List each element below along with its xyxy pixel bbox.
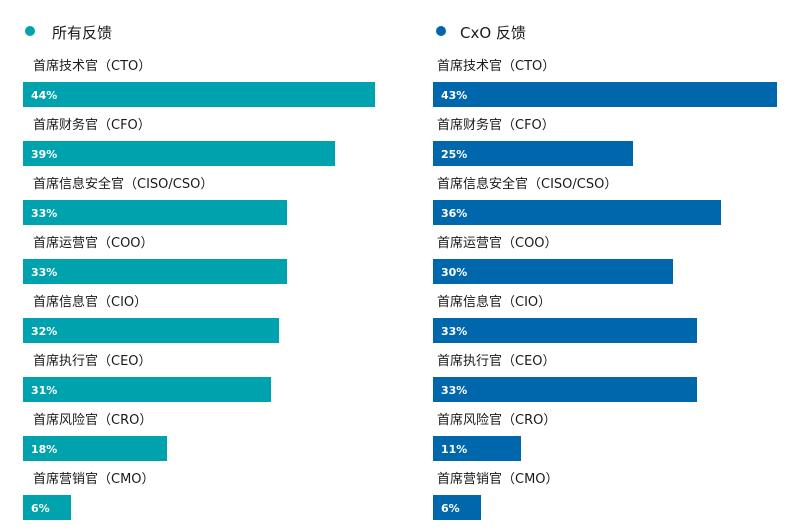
left-bar-value-label: 33% — [31, 207, 57, 220]
right-category-label: 首席执行官（CEO） — [437, 353, 556, 369]
right-bar — [433, 200, 721, 225]
right-category-label: 首席信息安全官（CISO/CSO） — [437, 176, 617, 192]
left-bar-value-label: 18% — [31, 443, 57, 456]
left-chart-title: 所有反馈 — [52, 24, 112, 42]
left-category-label: 首席营销官（CMO） — [33, 471, 155, 487]
left-bar-value-label: 44% — [31, 89, 57, 102]
right-bar-value-label: 36% — [441, 207, 467, 220]
left-bar — [23, 200, 287, 225]
right-bar — [433, 318, 697, 343]
left-bar — [23, 82, 375, 107]
right-chart-title: CxO 反馈 — [460, 24, 526, 42]
left-bar-value-label: 6% — [31, 502, 50, 515]
left-legend-dot — [25, 26, 35, 36]
left-category-label: 首席信息安全官（CISO/CSO） — [33, 176, 213, 192]
left-bar-value-label: 32% — [31, 325, 57, 338]
left-category-label: 首席财务官（CFO） — [33, 117, 151, 133]
left-category-label: 首席风险官（CRO） — [33, 412, 152, 428]
left-bar-value-label: 39% — [31, 148, 57, 161]
right-legend-dot — [436, 26, 446, 36]
left-bar — [23, 495, 71, 520]
left-category-label: 首席运营官（COO） — [33, 235, 154, 251]
left-category-label: 首席技术官（CTO） — [33, 58, 151, 74]
left-bar — [23, 318, 279, 343]
left-bar — [23, 259, 287, 284]
right-bar — [433, 141, 633, 166]
left-bar-value-label: 33% — [31, 266, 57, 279]
left-bar — [23, 377, 271, 402]
right-category-label: 首席运营官（COO） — [437, 235, 558, 251]
right-category-label: 首席技术官（CTO） — [437, 58, 555, 74]
right-bar-value-label: 11% — [441, 443, 467, 456]
left-category-label: 首席执行官（CEO） — [33, 353, 152, 369]
right-bar — [433, 259, 673, 284]
right-bar-value-label: 33% — [441, 325, 467, 338]
right-category-label: 首席信息官（CIO） — [437, 294, 551, 310]
right-bar — [433, 82, 777, 107]
right-category-label: 首席风险官（CRO） — [437, 412, 556, 428]
left-category-label: 首席信息官（CIO） — [33, 294, 147, 310]
left-bar — [23, 436, 167, 461]
right-category-label: 首席财务官（CFO） — [437, 117, 555, 133]
right-bar-value-label: 25% — [441, 148, 467, 161]
right-bar-value-label: 30% — [441, 266, 467, 279]
right-bar — [433, 495, 481, 520]
left-bar-value-label: 31% — [31, 384, 57, 397]
right-category-label: 首席营销官（CMO） — [437, 471, 559, 487]
right-bar-value-label: 33% — [441, 384, 467, 397]
right-bar — [433, 436, 521, 461]
right-bar-value-label: 6% — [441, 502, 460, 515]
right-bar-value-label: 43% — [441, 89, 467, 102]
right-bar — [433, 377, 697, 402]
left-bar — [23, 141, 335, 166]
